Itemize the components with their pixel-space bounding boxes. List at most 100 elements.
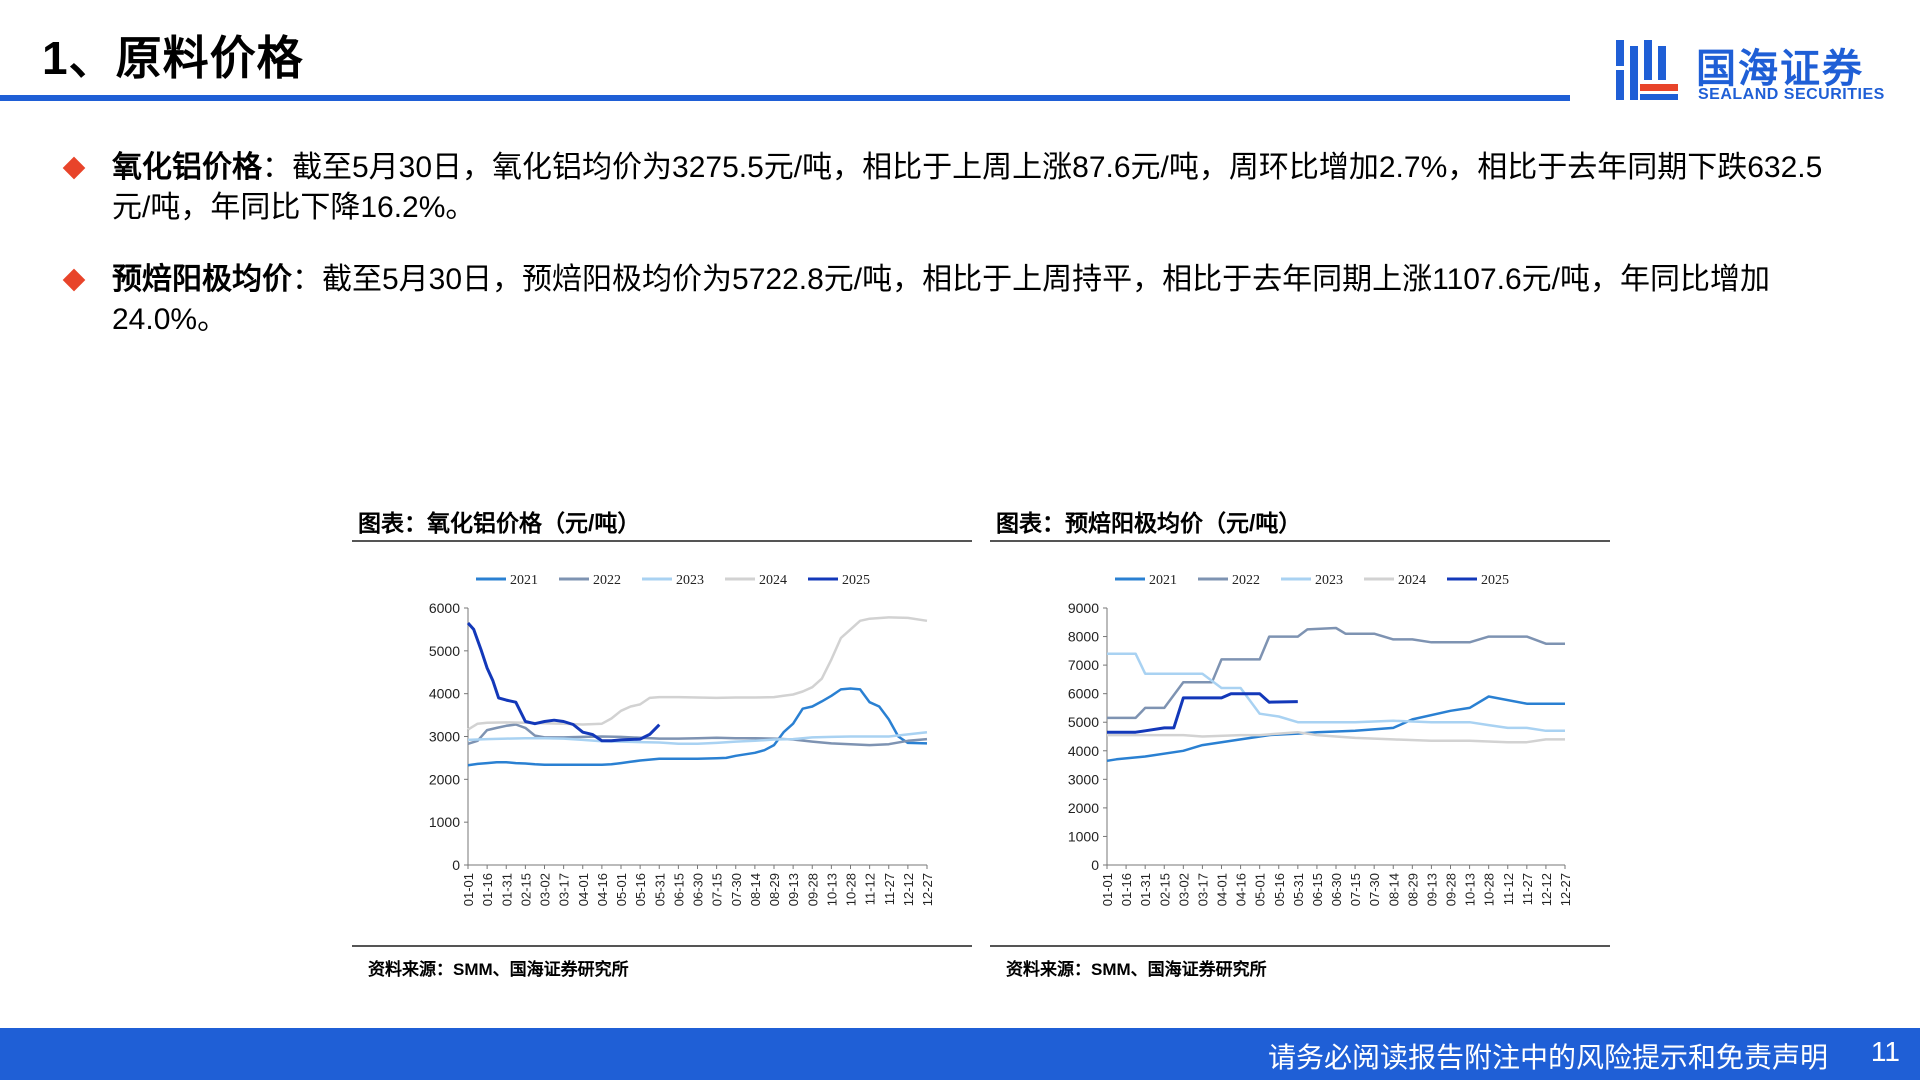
x-tick-label: 11-12 [863, 873, 878, 905]
x-tick-label: 01-01 [1100, 873, 1115, 906]
x-tick-label: 06-15 [671, 873, 686, 906]
bullet-alumina: 氧化铝价格：截至5月30日，氧化铝均价为3275.5元/吨，相比于上周上涨87.… [60, 148, 1860, 228]
legend-label-2022: 2022 [593, 573, 621, 588]
x-tick-label: 09-13 [786, 873, 801, 906]
x-tick-label: 05-16 [633, 873, 648, 906]
y-tick-label: 3000 [1068, 771, 1099, 787]
x-tick-label: 12-27 [1558, 873, 1573, 906]
y-tick-label: 8000 [1068, 629, 1099, 645]
legend-label-2021: 2021 [510, 573, 538, 588]
legend-label-2023: 2023 [1315, 573, 1343, 588]
x-tick-label: 01-01 [461, 873, 476, 906]
bullet-text: ：截至5月30日，氧化铝均价为3275.5元/吨，相比于上周上涨87.6元/吨，… [112, 151, 1823, 224]
x-tick-label: 04-16 [1234, 873, 1249, 906]
series-line-2021 [1106, 695, 1565, 763]
chart-title-divider [990, 540, 1610, 542]
chart-title: 图表：预焙阳极均价（元/吨） [996, 510, 1302, 536]
series-line-2023 [1107, 652, 1565, 733]
legend-label-2025: 2025 [842, 573, 870, 588]
diamond-bullet-icon [62, 156, 86, 180]
x-tick-label: 09-13 [1424, 873, 1439, 906]
chart-title-divider [352, 540, 972, 542]
bullet-text: ：截至5月30日，预焙阳极均价为5722.8元/吨，相比于上周持平，相比于去年同… [112, 263, 1771, 336]
company-logo: 国海证券 SEALAND SECURITIES [1612, 34, 1902, 108]
y-tick-label: 0 [1091, 857, 1099, 873]
x-tick-label: 02-15 [518, 873, 533, 906]
y-tick-label: 5000 [1068, 714, 1099, 730]
y-tick-label: 0 [452, 857, 460, 873]
anode-price-chart: 2021 2022 2023 2024 2025 0 1000 2000 3000 4000 500… [1068, 573, 1573, 906]
x-tick-label: 10-13 [824, 873, 839, 906]
series-line-2023 [467, 730, 928, 746]
x-tick-label: 12-12 [901, 873, 916, 906]
y-tick-label: 1000 [429, 814, 460, 830]
chart-bottom-divider [352, 945, 972, 947]
series-line-2025 [1107, 692, 1298, 734]
x-tick-label: 11-27 [1520, 873, 1535, 905]
series-line-2024 [1107, 730, 1565, 744]
series-line-2021 [467, 687, 928, 767]
legend-label-2021: 2021 [1149, 573, 1177, 588]
bullet-anode: 预焙阳极均价：截至5月30日，预焙阳极均价为5722.8元/吨，相比于上周持平，… [60, 260, 1860, 340]
x-tick-label: 04-16 [595, 873, 610, 906]
x-tick-label: 10-13 [1463, 873, 1478, 906]
page-title: 1、原料价格 [42, 32, 304, 84]
x-tick-label: 04-01 [576, 873, 591, 906]
x-tick-label: 05-31 [652, 873, 667, 906]
sealand-logo-icon [1616, 40, 1678, 100]
x-tick-label: 09-28 [805, 873, 820, 906]
y-tick-label: 9000 [1068, 600, 1099, 616]
x-tick-label: 12-27 [920, 873, 935, 906]
y-tick-label: 4000 [429, 686, 460, 702]
logo-text-en: SEALAND SECURITIES [1698, 86, 1885, 103]
x-tick-label: 01-16 [480, 873, 495, 906]
x-tick-label: 05-01 [614, 873, 629, 906]
x-tick-label: 07-30 [1367, 873, 1382, 906]
series-line-2022 [467, 723, 928, 747]
x-tick-label: 03-17 [557, 873, 572, 906]
footer-disclaimer: 请务必阅读报告附注中的风险提示和免责声明 [1267, 1042, 1828, 1073]
chart-source: 资料来源：SMM、国海证券研究所 [1006, 960, 1267, 979]
series-line-2024 [467, 616, 928, 731]
x-tick-label: 06-30 [691, 873, 706, 906]
bullet-label: 预焙阳极均价 [112, 263, 292, 296]
x-tick-label: 03-02 [1176, 873, 1191, 906]
legend-label-2022: 2022 [1232, 573, 1260, 588]
x-tick-label: 04-01 [1215, 873, 1230, 906]
chart-title: 图表：氧化铝价格（元/吨） [358, 510, 641, 536]
x-tick-label: 01-16 [1119, 873, 1134, 906]
y-tick-label: 6000 [1068, 686, 1099, 702]
chart-bottom-divider [990, 945, 1610, 947]
x-tick-label: 08-14 [1386, 873, 1401, 906]
x-tick-label: 10-28 [1482, 873, 1497, 906]
legend-label-2025: 2025 [1481, 573, 1509, 588]
x-tick-label: 06-30 [1329, 873, 1344, 906]
legend-label-2024: 2024 [759, 573, 787, 588]
x-tick-label: 07-30 [729, 873, 744, 906]
x-tick-label: 05-01 [1253, 873, 1268, 906]
y-tick-label: 2000 [429, 771, 460, 787]
x-tick-label: 10-28 [844, 873, 859, 906]
x-tick-label: 07-15 [710, 873, 725, 906]
x-tick-label: 05-16 [1272, 873, 1287, 906]
bullet-list: 氧化铝价格：截至5月30日，氧化铝均价为3275.5元/吨，相比于上周上涨87.… [60, 148, 1860, 372]
series-line-2025 [466, 622, 661, 743]
alumina-chart-panel: 图表：氧化铝价格（元/吨） 2021 2022 2023 2024 2025 0 1000 2… [352, 498, 972, 979]
logo-text-cn: 国海证券 [1696, 47, 1864, 91]
x-tick-label: 05-31 [1291, 873, 1306, 906]
x-tick-label: 09-28 [1444, 873, 1459, 906]
title-underline [0, 95, 1570, 101]
legend-label-2024: 2024 [1398, 573, 1426, 588]
y-tick-label: 1000 [1068, 828, 1099, 844]
x-tick-label: 08-29 [1405, 873, 1420, 906]
x-tick-label: 11-12 [1501, 873, 1516, 905]
legend-label-2023: 2023 [676, 573, 704, 588]
chart-source: 资料来源：SMM、国海证券研究所 [368, 960, 629, 979]
x-tick-label: 12-12 [1539, 873, 1554, 906]
x-tick-label: 08-14 [748, 873, 763, 906]
y-tick-label: 3000 [429, 729, 460, 745]
x-tick-label: 02-15 [1157, 873, 1172, 906]
y-tick-label: 4000 [1068, 743, 1099, 759]
series-line-2022 [1107, 626, 1565, 720]
anode-chart-panel: 图表：预焙阳极均价（元/吨） 2021 2022 2023 2024 2025 0 1000… [990, 498, 1610, 979]
